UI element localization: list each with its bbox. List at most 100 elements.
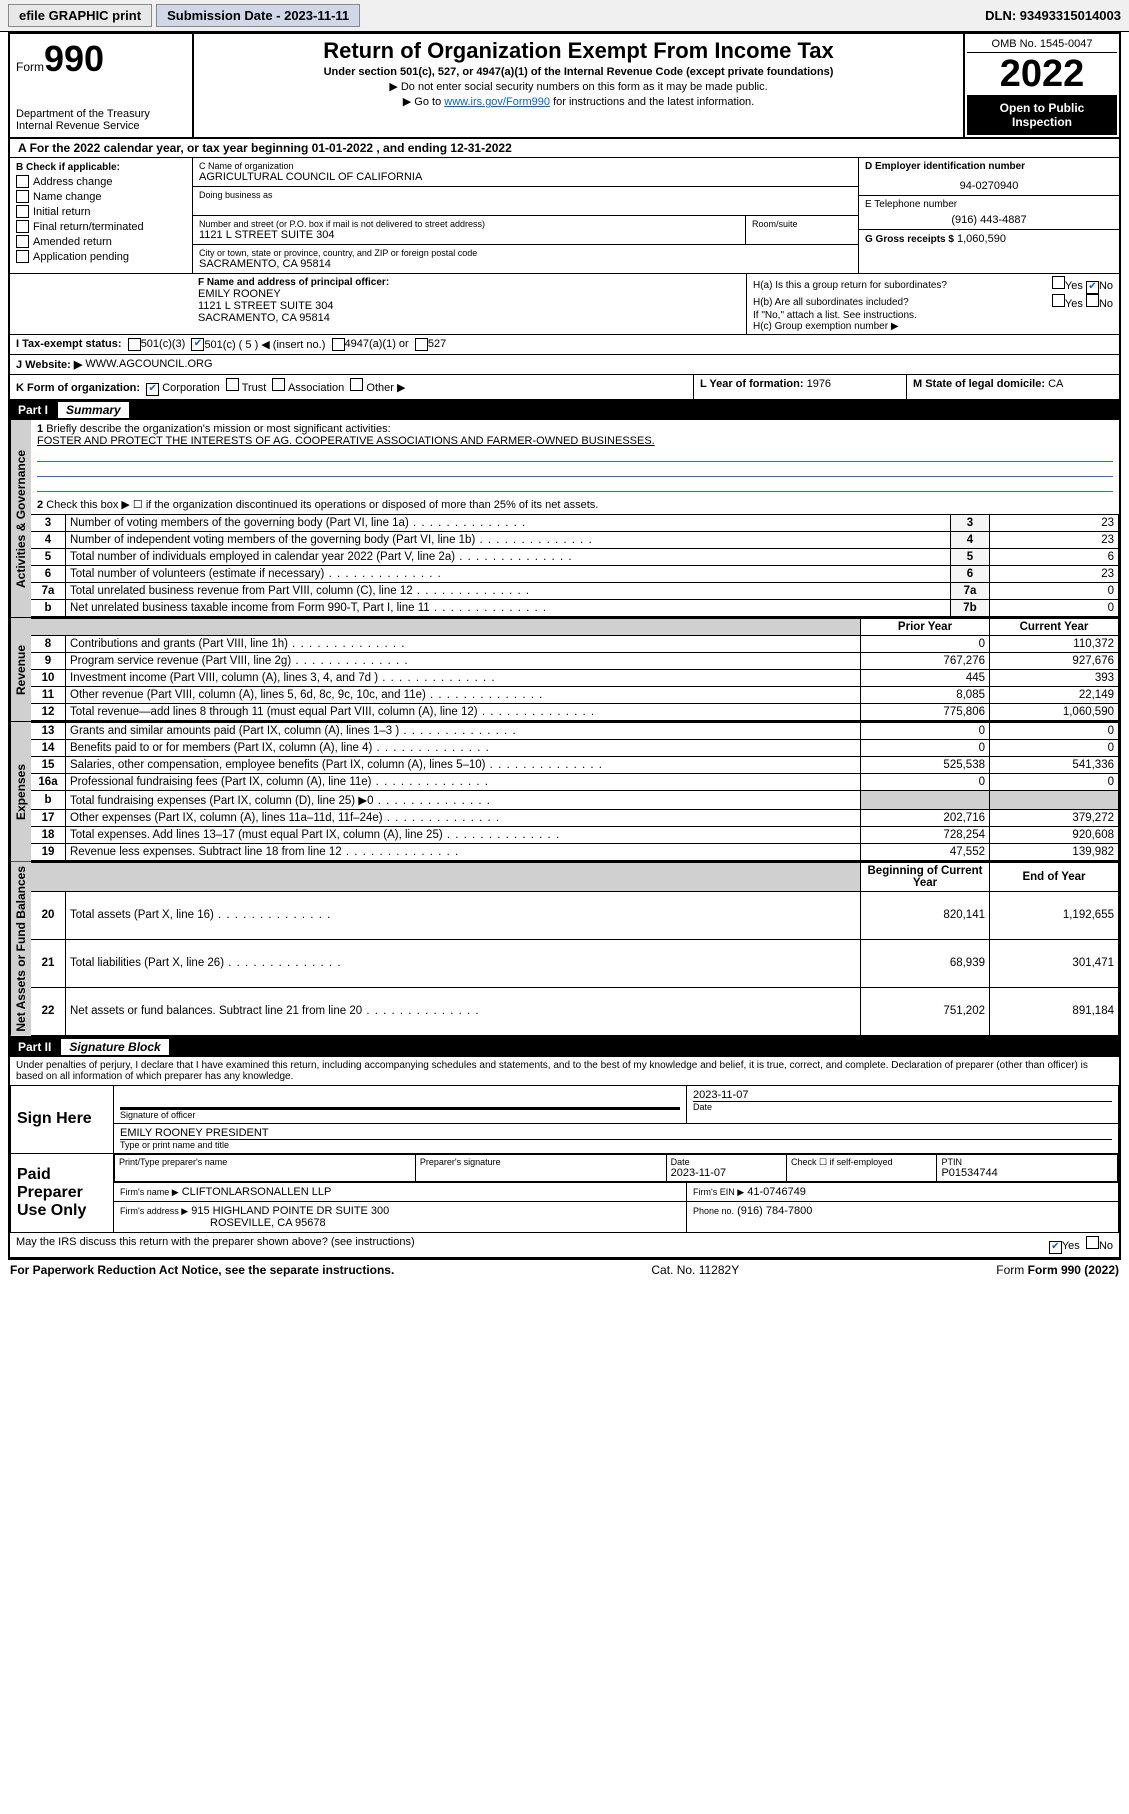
section-governance-label: Activities & Governance	[10, 420, 31, 617]
chk-address-change[interactable]: Address change	[16, 175, 186, 188]
q1-num: 1	[37, 423, 43, 435]
form-word: Form	[16, 60, 44, 74]
table-row: 17Other expenses (Part IX, column (A), l…	[31, 810, 1119, 827]
officer-name: EMILY ROONEY	[198, 288, 740, 300]
col-begin-year: Beginning of Current Year	[861, 863, 990, 892]
q2-num: 2	[37, 499, 43, 511]
dba-label: Doing business as	[199, 190, 852, 200]
type-name-label: Type or print name and title	[120, 1140, 1112, 1150]
q2-text: Check this box ▶ ☐ if the organization d…	[46, 499, 598, 511]
firm-addr2: ROSEVILLE, CA 95678	[210, 1217, 326, 1229]
table-row: 12Total revenue—add lines 8 through 11 (…	[31, 704, 1119, 721]
table-row: 14Benefits paid to or for members (Part …	[31, 740, 1119, 757]
prep-date-label: Date	[671, 1157, 782, 1167]
hb-no-check[interactable]	[1086, 294, 1099, 307]
hc-label: H(c) Group exemption number ▶	[753, 321, 1113, 332]
table-row: 7aTotal unrelated business revenue from …	[31, 583, 1119, 600]
chk-label-2: Initial return	[33, 206, 90, 218]
firm-phone: (916) 784-7800	[737, 1205, 812, 1217]
hb-yes-check[interactable]	[1052, 294, 1065, 307]
hb-note: If "No," attach a list. See instructions…	[753, 310, 1113, 321]
officer-street: 1121 L STREET SUITE 304	[198, 300, 740, 312]
instructions-link[interactable]: www.irs.gov/Form990	[444, 96, 550, 108]
ha-label: H(a) Is this a group return for subordin…	[753, 280, 947, 291]
chk-initial-return[interactable]: Initial return	[16, 205, 186, 218]
form-note-1: ▶ Do not enter social security numbers o…	[200, 80, 957, 93]
b-label: B Check if applicable:	[16, 162, 186, 173]
section-b: B Check if applicable: Address change Na…	[10, 158, 193, 273]
k-corp: Corporation	[162, 382, 219, 394]
i-527-check[interactable]	[415, 338, 428, 351]
ha-no-check[interactable]	[1086, 281, 1099, 294]
footer-mid: Cat. No. 11282Y	[651, 1263, 739, 1277]
part2-label: Part II	[18, 1040, 61, 1054]
table-row: 9Program service revenue (Part VIII, lin…	[31, 653, 1119, 670]
sig-name-title: EMILY ROONEY PRESIDENT	[120, 1127, 1112, 1139]
col-current-year: Current Year	[990, 619, 1119, 636]
page-footer: For Paperwork Reduction Act Notice, see …	[0, 1260, 1129, 1280]
chk-amended-return[interactable]: Amended return	[16, 235, 186, 248]
may-discuss-row: May the IRS discuss this return with the…	[10, 1233, 1119, 1258]
note2-post: for instructions and the latest informat…	[550, 96, 754, 108]
table-row: 22Net assets or fund balances. Subtract …	[31, 987, 1119, 1035]
j-label: J Website: ▶	[16, 358, 82, 371]
d-label: D Employer identification number	[865, 161, 1113, 172]
chk-label-5: Application pending	[33, 251, 129, 263]
prep-name-label: Print/Type preparer's name	[119, 1157, 411, 1167]
chk-application-pending[interactable]: Application pending	[16, 250, 186, 263]
submission-date-button[interactable]: Submission Date - 2023-11-11	[156, 4, 360, 27]
ha-yes-check[interactable]	[1052, 276, 1065, 289]
i-501c5-check[interactable]	[191, 338, 204, 351]
penalties-text: Under penalties of perjury, I declare th…	[10, 1057, 1119, 1085]
top-bar: efile GRAPHIC print Submission Date - 20…	[0, 0, 1129, 32]
table-row: 19Revenue less expenses. Subtract line 1…	[31, 844, 1119, 861]
k-trust: Trust	[242, 382, 267, 394]
table-row: 20Total assets (Part X, line 16)820,1411…	[31, 892, 1119, 940]
i-label: I Tax-exempt status:	[16, 338, 122, 351]
chk-final-return[interactable]: Final return/terminated	[16, 220, 186, 233]
table-row: 6Total number of volunteers (estimate if…	[31, 566, 1119, 583]
i-501c3-check[interactable]	[128, 338, 141, 351]
line-i: I Tax-exempt status: 501(c)(3) 501(c) ( …	[10, 335, 1119, 355]
sign-here-label: Sign Here	[11, 1085, 114, 1153]
omb-number: OMB No. 1545-0047	[967, 36, 1117, 53]
firm-addr-label: Firm's address ▶	[120, 1206, 188, 1216]
prep-date: 2023-11-07	[671, 1167, 782, 1179]
table-row: 18Total expenses. Add lines 13–17 (must …	[31, 827, 1119, 844]
ptin-label: PTIN	[941, 1157, 1113, 1167]
form-header: Form990 Department of the Treasury Inter…	[10, 34, 1119, 139]
firm-ein-label: Firm's EIN ▶	[693, 1187, 744, 1197]
department-label: Department of the Treasury Internal Reve…	[16, 108, 186, 132]
chk-name-change[interactable]: Name change	[16, 190, 186, 203]
sig-date: 2023-11-07	[693, 1089, 1112, 1101]
col-prior-year: Prior Year	[861, 619, 990, 636]
part2-bar: Part II Signature Block	[10, 1037, 1119, 1057]
efile-button[interactable]: efile GRAPHIC print	[8, 4, 152, 27]
m-value: CA	[1048, 378, 1063, 390]
table-row: 13Grants and similar amounts paid (Part …	[31, 723, 1119, 740]
firm-name-label: Firm's name ▶	[120, 1187, 179, 1197]
part1-title: Summary	[58, 402, 129, 418]
i-4947-check[interactable]	[332, 338, 345, 351]
expenses-table: 13Grants and similar amounts paid (Part …	[31, 722, 1119, 861]
section-bcd: B Check if applicable: Address change Na…	[10, 158, 1119, 274]
k-trust-check[interactable]	[226, 378, 239, 391]
footer-right: Form Form 990 (2022)	[996, 1263, 1119, 1277]
k-assoc-check[interactable]	[272, 378, 285, 391]
officer-city: SACRAMENTO, CA 95814	[198, 312, 740, 324]
firm-name: CLIFTONLARSONALLEN LLP	[182, 1186, 332, 1198]
net-assets-table: Beginning of Current Year End of Year 20…	[31, 862, 1119, 1036]
firm-addr1: 915 HIGHLAND POINTE DR SUITE 300	[191, 1205, 389, 1217]
self-employed-label: Check ☐ if self-employed	[791, 1157, 932, 1168]
form-number: 990	[44, 38, 104, 79]
k-corp-check[interactable]	[146, 383, 159, 396]
k-other-check[interactable]	[350, 378, 363, 391]
may-no-check[interactable]	[1086, 1236, 1099, 1249]
table-row: 21Total liabilities (Part X, line 26)68,…	[31, 939, 1119, 987]
line-j: J Website: ▶ WWW.AGCOUNCIL.ORG	[10, 355, 1119, 375]
part2-title: Signature Block	[61, 1039, 168, 1055]
k-other: Other ▶	[366, 382, 405, 394]
chk-label-4: Amended return	[33, 236, 112, 248]
may-yes-check[interactable]	[1049, 1241, 1062, 1254]
line-a-text: For the 2022 calendar year, or tax year …	[30, 141, 512, 155]
